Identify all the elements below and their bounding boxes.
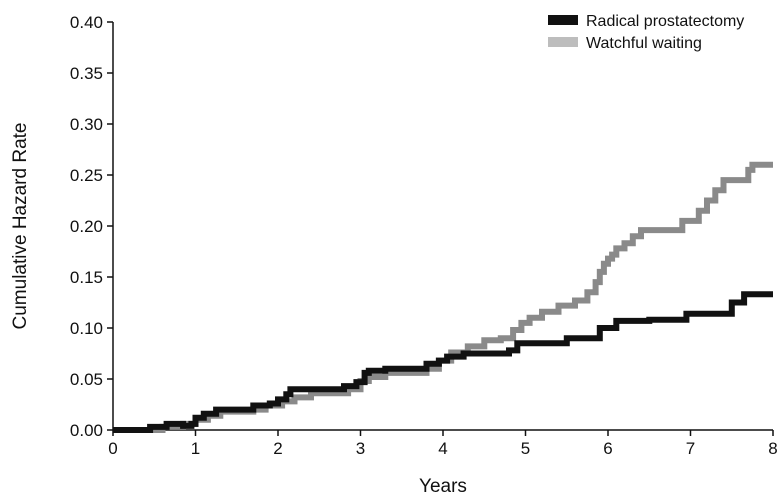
legend-swatch xyxy=(548,15,578,25)
y-ticks: 0.00 0.05 0.10 0.15 0.20 0.25 0.30 0.35 0.40 xyxy=(70,13,113,440)
x-axis-title: Years xyxy=(419,476,467,497)
y-tick-label: 0.25 xyxy=(70,166,103,185)
x-tick-label: 2 xyxy=(273,439,282,458)
legend-label: Radical prostatectomy xyxy=(586,13,744,30)
y-tick-label: 0.40 xyxy=(70,13,103,32)
y-tick-label: 0.00 xyxy=(70,421,103,440)
series-line-2 xyxy=(113,161,773,433)
y-tick-label: 0.10 xyxy=(70,319,103,338)
series-line-1 xyxy=(113,291,773,433)
x-tick-label: 5 xyxy=(521,439,530,458)
x-ticks: 0 1 2 3 4 5 6 7 8 xyxy=(108,430,778,458)
y-tick-label: 0.05 xyxy=(70,370,103,389)
y-tick-label: 0.20 xyxy=(70,217,103,236)
y-tick-label: 0.30 xyxy=(70,115,103,134)
legend-swatch xyxy=(548,37,578,47)
x-tick-label: 4 xyxy=(438,439,447,458)
y-tick-label: 0.15 xyxy=(70,268,103,287)
series-layer xyxy=(113,161,773,433)
y-tick-label: 0.35 xyxy=(70,64,103,83)
x-tick-label: 8 xyxy=(768,439,777,458)
x-tick-label: 3 xyxy=(356,439,365,458)
x-tick-label: 7 xyxy=(686,439,695,458)
x-tick-label: 0 xyxy=(108,439,117,458)
x-tick-label: 6 xyxy=(603,439,612,458)
legend: Radical prostatectomy Watchful waiting xyxy=(548,13,744,52)
legend-label: Watchful waiting xyxy=(586,35,702,52)
x-tick-label: 1 xyxy=(191,439,200,458)
y-axis-title: Cumulative Hazard Rate xyxy=(10,123,31,330)
